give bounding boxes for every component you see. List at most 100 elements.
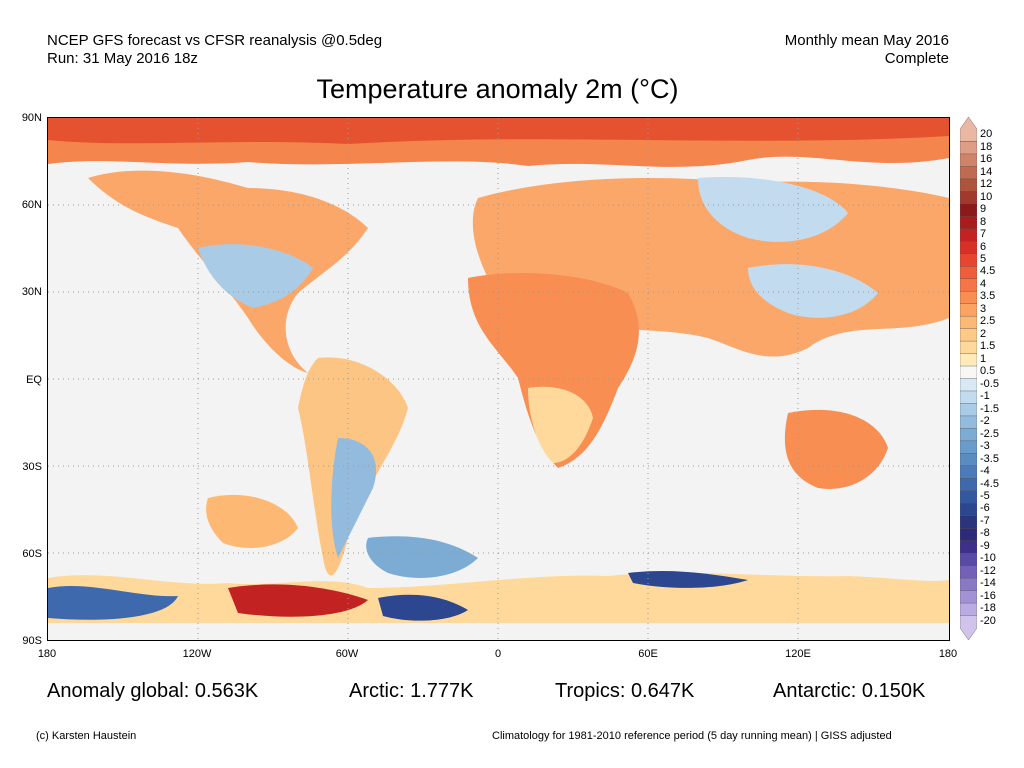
colorbar-swatch <box>960 228 977 242</box>
colorbar-swatch <box>960 565 977 579</box>
colorbar-tick-label: 14 <box>980 165 993 178</box>
colorbar-swatch <box>960 365 977 380</box>
colorbar-tick-label: 2 <box>980 327 987 340</box>
lon-label-180w: 180 <box>37 648 57 660</box>
colorbar-swatch <box>960 453 977 467</box>
colorbar-swatch <box>960 303 977 317</box>
colorbar-swatch <box>960 378 977 392</box>
colorbar-tick-label: 3 <box>980 302 987 315</box>
header-status: Complete <box>884 50 949 67</box>
colorbar-swatch <box>960 577 977 592</box>
colorbar-tick-label: -12 <box>980 564 996 577</box>
footer-credit: (c) Karsten Haustein <box>36 730 137 742</box>
colorbar-tick-label: -8 <box>980 527 990 540</box>
colorbar-tick-label: 4.5 <box>980 265 996 278</box>
colorbar-swatch <box>960 178 977 193</box>
colorbar-tick-label: -16 <box>980 589 996 602</box>
lat-label-30n: 30N <box>21 286 42 298</box>
colorbar-tick-label: -2 <box>980 415 990 428</box>
lon-label-120e: 120E <box>785 648 811 660</box>
colorbar-swatch <box>960 266 977 280</box>
global-anomaly: Anomaly global: 0.563K <box>47 680 259 702</box>
colorbar-tick-label: -1.5 <box>980 402 999 415</box>
colorbar-tick-label: 2.5 <box>980 315 996 328</box>
south-pacific-warm-region <box>206 494 298 548</box>
graticule <box>48 118 949 640</box>
colorbar-tick-label: 1 <box>980 352 987 365</box>
colorbar-swatch <box>960 540 977 554</box>
colorbar-tick-label: 7 <box>980 228 987 241</box>
colorbar <box>960 117 977 640</box>
antarctic-cold-region-west <box>48 585 178 620</box>
colorbar-swatch <box>960 253 977 267</box>
colorbar-swatch <box>960 328 977 342</box>
colorbar-tick-label: 5 <box>980 252 987 265</box>
colorbar-swatch <box>960 465 977 480</box>
colorbar-tick-label: 12 <box>980 178 993 191</box>
colorbar-tick-label: -3 <box>980 440 990 453</box>
arctic-anomaly: Arctic: 1.777K <box>349 680 474 702</box>
colorbar-tick-label: -9 <box>980 539 990 552</box>
colorbar-tick-label: -7 <box>980 514 990 527</box>
colorbar-swatch <box>960 415 977 430</box>
colorbar-swatch <box>960 153 977 168</box>
colorbar-swatch <box>960 278 977 292</box>
colorbar-tick-label: -4.5 <box>980 477 999 490</box>
lat-label-90n: 90N <box>21 112 42 124</box>
arctic-hot-core <box>48 118 949 144</box>
south-america-cold-region <box>331 438 377 558</box>
colorbar-swatch <box>960 503 977 517</box>
colorbar-swatch <box>960 166 977 180</box>
colorbar-swatch <box>960 340 977 355</box>
colorbar-tick-label: -0.5 <box>980 377 999 390</box>
colorbar-tick-label: 20 <box>980 128 993 141</box>
weddell-cold-region <box>378 594 468 621</box>
colorbar-swatch <box>960 602 977 617</box>
colorbar-swatch <box>960 390 977 405</box>
colorbar-swatch <box>960 191 977 205</box>
colorbar-swatch <box>960 315 977 330</box>
southern-africa-region <box>528 386 593 463</box>
lat-label-60n: 60N <box>21 199 42 211</box>
colorbar-tick-label: -18 <box>980 602 996 615</box>
colorbar-swatch <box>960 478 977 492</box>
anomaly-map[interactable] <box>47 117 950 641</box>
lon-label-180e: 180 <box>938 648 958 660</box>
colorbar-swatch <box>960 528 977 542</box>
lat-label-90s: 90S <box>22 635 42 647</box>
lat-label-60s: 60S <box>22 548 42 560</box>
east-antarctic-cold-region <box>628 570 748 588</box>
footer-climatology: Climatology for 1981-2010 reference peri… <box>492 730 892 742</box>
east-asia-cold-region <box>748 264 878 318</box>
colorbar-tick-label: -20 <box>980 614 996 627</box>
colorbar-tick-label: -2.5 <box>980 427 999 440</box>
lon-label-60w: 60W <box>335 648 359 660</box>
colorbar-tick-label: 16 <box>980 153 993 166</box>
colorbar-tick-label: -1 <box>980 390 990 403</box>
antarctic-interior <box>48 623 949 640</box>
colorbar-tick-label: 8 <box>980 215 987 228</box>
colorbar-tick-label: 4 <box>980 277 987 290</box>
colorbar-tick-label: 6 <box>980 240 987 253</box>
colorbar-swatch <box>960 403 977 417</box>
lon-label-60e: 60E <box>638 648 658 660</box>
colorbar-tick-label: -14 <box>980 577 996 590</box>
australia-region <box>784 409 888 489</box>
colorbar-tick-label: 18 <box>980 140 993 153</box>
colorbar-tick-label: 10 <box>980 190 993 203</box>
colorbar-swatch <box>960 615 977 640</box>
colorbar-tick-label: -5 <box>980 490 990 502</box>
tropics-anomaly: Tropics: 0.647K <box>555 680 695 702</box>
colorbar-tick-label: -4 <box>980 465 990 478</box>
lat-label-30s: 30S <box>22 461 42 473</box>
header-run-info: Run: 31 May 2016 18z <box>47 50 198 67</box>
south-atlantic-cold-region <box>366 536 478 578</box>
map-title: Temperature anomaly 2m (°C) <box>316 74 679 104</box>
colorbar-swatch <box>960 203 977 218</box>
colorbar-tick-label: 0.5 <box>980 365 996 378</box>
map-canvas <box>48 118 949 640</box>
colorbar-swatch <box>960 216 977 230</box>
lon-label-0: 0 <box>494 648 502 660</box>
colorbar-swatch <box>960 241 977 255</box>
lon-label-120w: 120W <box>182 648 212 660</box>
